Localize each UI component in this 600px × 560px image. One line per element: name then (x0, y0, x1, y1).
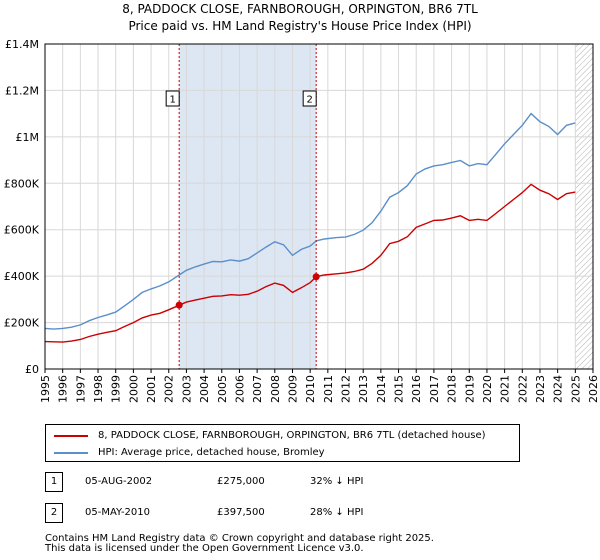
sale-point-marker (312, 273, 320, 281)
footer-attribution: Contains HM Land Registry data © Crown c… (45, 534, 434, 554)
footer-line-licence: This data is licensed under the Open Gov… (45, 543, 364, 554)
x-tick-label: 2016 (410, 375, 423, 403)
x-tick-label: 2022 (516, 375, 529, 403)
transaction-hpi-diff: 28% ↓ HPI (310, 507, 364, 518)
legend-label-hpi: HPI: Average price, detached house, Brom… (98, 447, 325, 458)
transaction-date: 05-MAY-2010 (85, 507, 151, 518)
x-tick-label: 1998 (92, 375, 105, 403)
x-tick-label: 2014 (375, 375, 388, 403)
x-tick-label: 2012 (340, 375, 353, 403)
x-tick-label: 2007 (251, 375, 264, 403)
transaction-label-box (302, 90, 317, 107)
y-tick-label: £600K (4, 224, 40, 237)
hpi-line (44, 112, 576, 330)
forecast-hatch-region (575, 44, 593, 369)
y-tick-label: £0 (25, 363, 39, 376)
transaction-number: 1 (45, 472, 63, 492)
x-tick-label: 2002 (163, 375, 176, 403)
x-tick-label: 1999 (110, 375, 123, 403)
x-tick-label: 2003 (180, 375, 193, 403)
x-tick-label: 2011 (322, 375, 335, 403)
y-tick-label: £200K (4, 317, 40, 330)
sale-point-marker (175, 301, 183, 309)
x-tick-label: 2010 (304, 375, 317, 403)
property-price-line (44, 183, 576, 343)
x-tick-label: 2013 (357, 375, 370, 403)
y-tick-label: £1.4M (5, 38, 39, 51)
transaction-number: 2 (45, 503, 63, 523)
y-tick-label: £1M (16, 131, 40, 144)
x-tick-label: 2008 (269, 375, 282, 403)
x-tick-label: 2018 (446, 375, 459, 403)
y-tick-label: £1.2M (5, 84, 39, 97)
transaction-label: 1 (169, 95, 175, 106)
x-tick-label: 2015 (393, 375, 406, 403)
legend-label-property: 8, PADDOCK CLOSE, FARNBOROUGH, ORPINGTON… (98, 430, 486, 441)
x-tick-label: 2025 (569, 375, 582, 403)
chart-subtitle: Price paid vs. HM Land Registry's House … (128, 19, 472, 33)
chart-legend: 8, PADDOCK CLOSE, FARNBOROUGH, ORPINGTON… (45, 424, 520, 462)
transaction-hpi-diff: 32% ↓ HPI (310, 476, 364, 487)
x-tick-label: 2009 (286, 375, 299, 403)
transaction-date: 05-AUG-2002 (85, 476, 153, 487)
x-tick-label: 2017 (428, 375, 441, 403)
x-tick-label: 2019 (463, 375, 476, 403)
shaded-period (179, 44, 317, 369)
x-tick-label: 2026 (587, 375, 600, 403)
y-tick-label: £400K (4, 270, 40, 283)
transaction-price: £275,000 (217, 476, 265, 487)
x-tick-label: 1996 (57, 375, 70, 403)
price-chart: 1 2 1995 1996 1997 1998 1999 2000 2001 2002 2003 2… (4, 38, 600, 403)
transaction-price: £397,500 (217, 507, 265, 518)
x-tick-label: 1995 (39, 375, 52, 403)
plot-frame (44, 43, 594, 370)
x-tick-label: 2023 (534, 375, 547, 403)
x-tick-label: 1997 (74, 375, 87, 403)
x-tick-label: 2024 (552, 375, 565, 403)
x-tick-label: 2004 (198, 375, 211, 403)
transaction-label: 2 (306, 95, 312, 106)
chart-title-address: 8, PADDOCK CLOSE, FARNBOROUGH, ORPINGTON… (122, 2, 478, 16)
footer-line-copyright: Contains HM Land Registry data © Crown c… (45, 533, 434, 544)
x-tick-label: 2006 (233, 375, 246, 403)
transaction-label-box (165, 90, 180, 107)
x-tick-label: 2020 (481, 375, 494, 403)
x-tick-label: 2021 (499, 375, 512, 403)
y-tick-label: £800K (4, 177, 40, 190)
x-tick-label: 2000 (127, 375, 140, 403)
legend-swatch-property (54, 435, 88, 437)
legend-swatch-hpi (54, 452, 88, 454)
x-tick-label: 2005 (216, 375, 229, 403)
x-tick-label: 2001 (145, 375, 158, 403)
